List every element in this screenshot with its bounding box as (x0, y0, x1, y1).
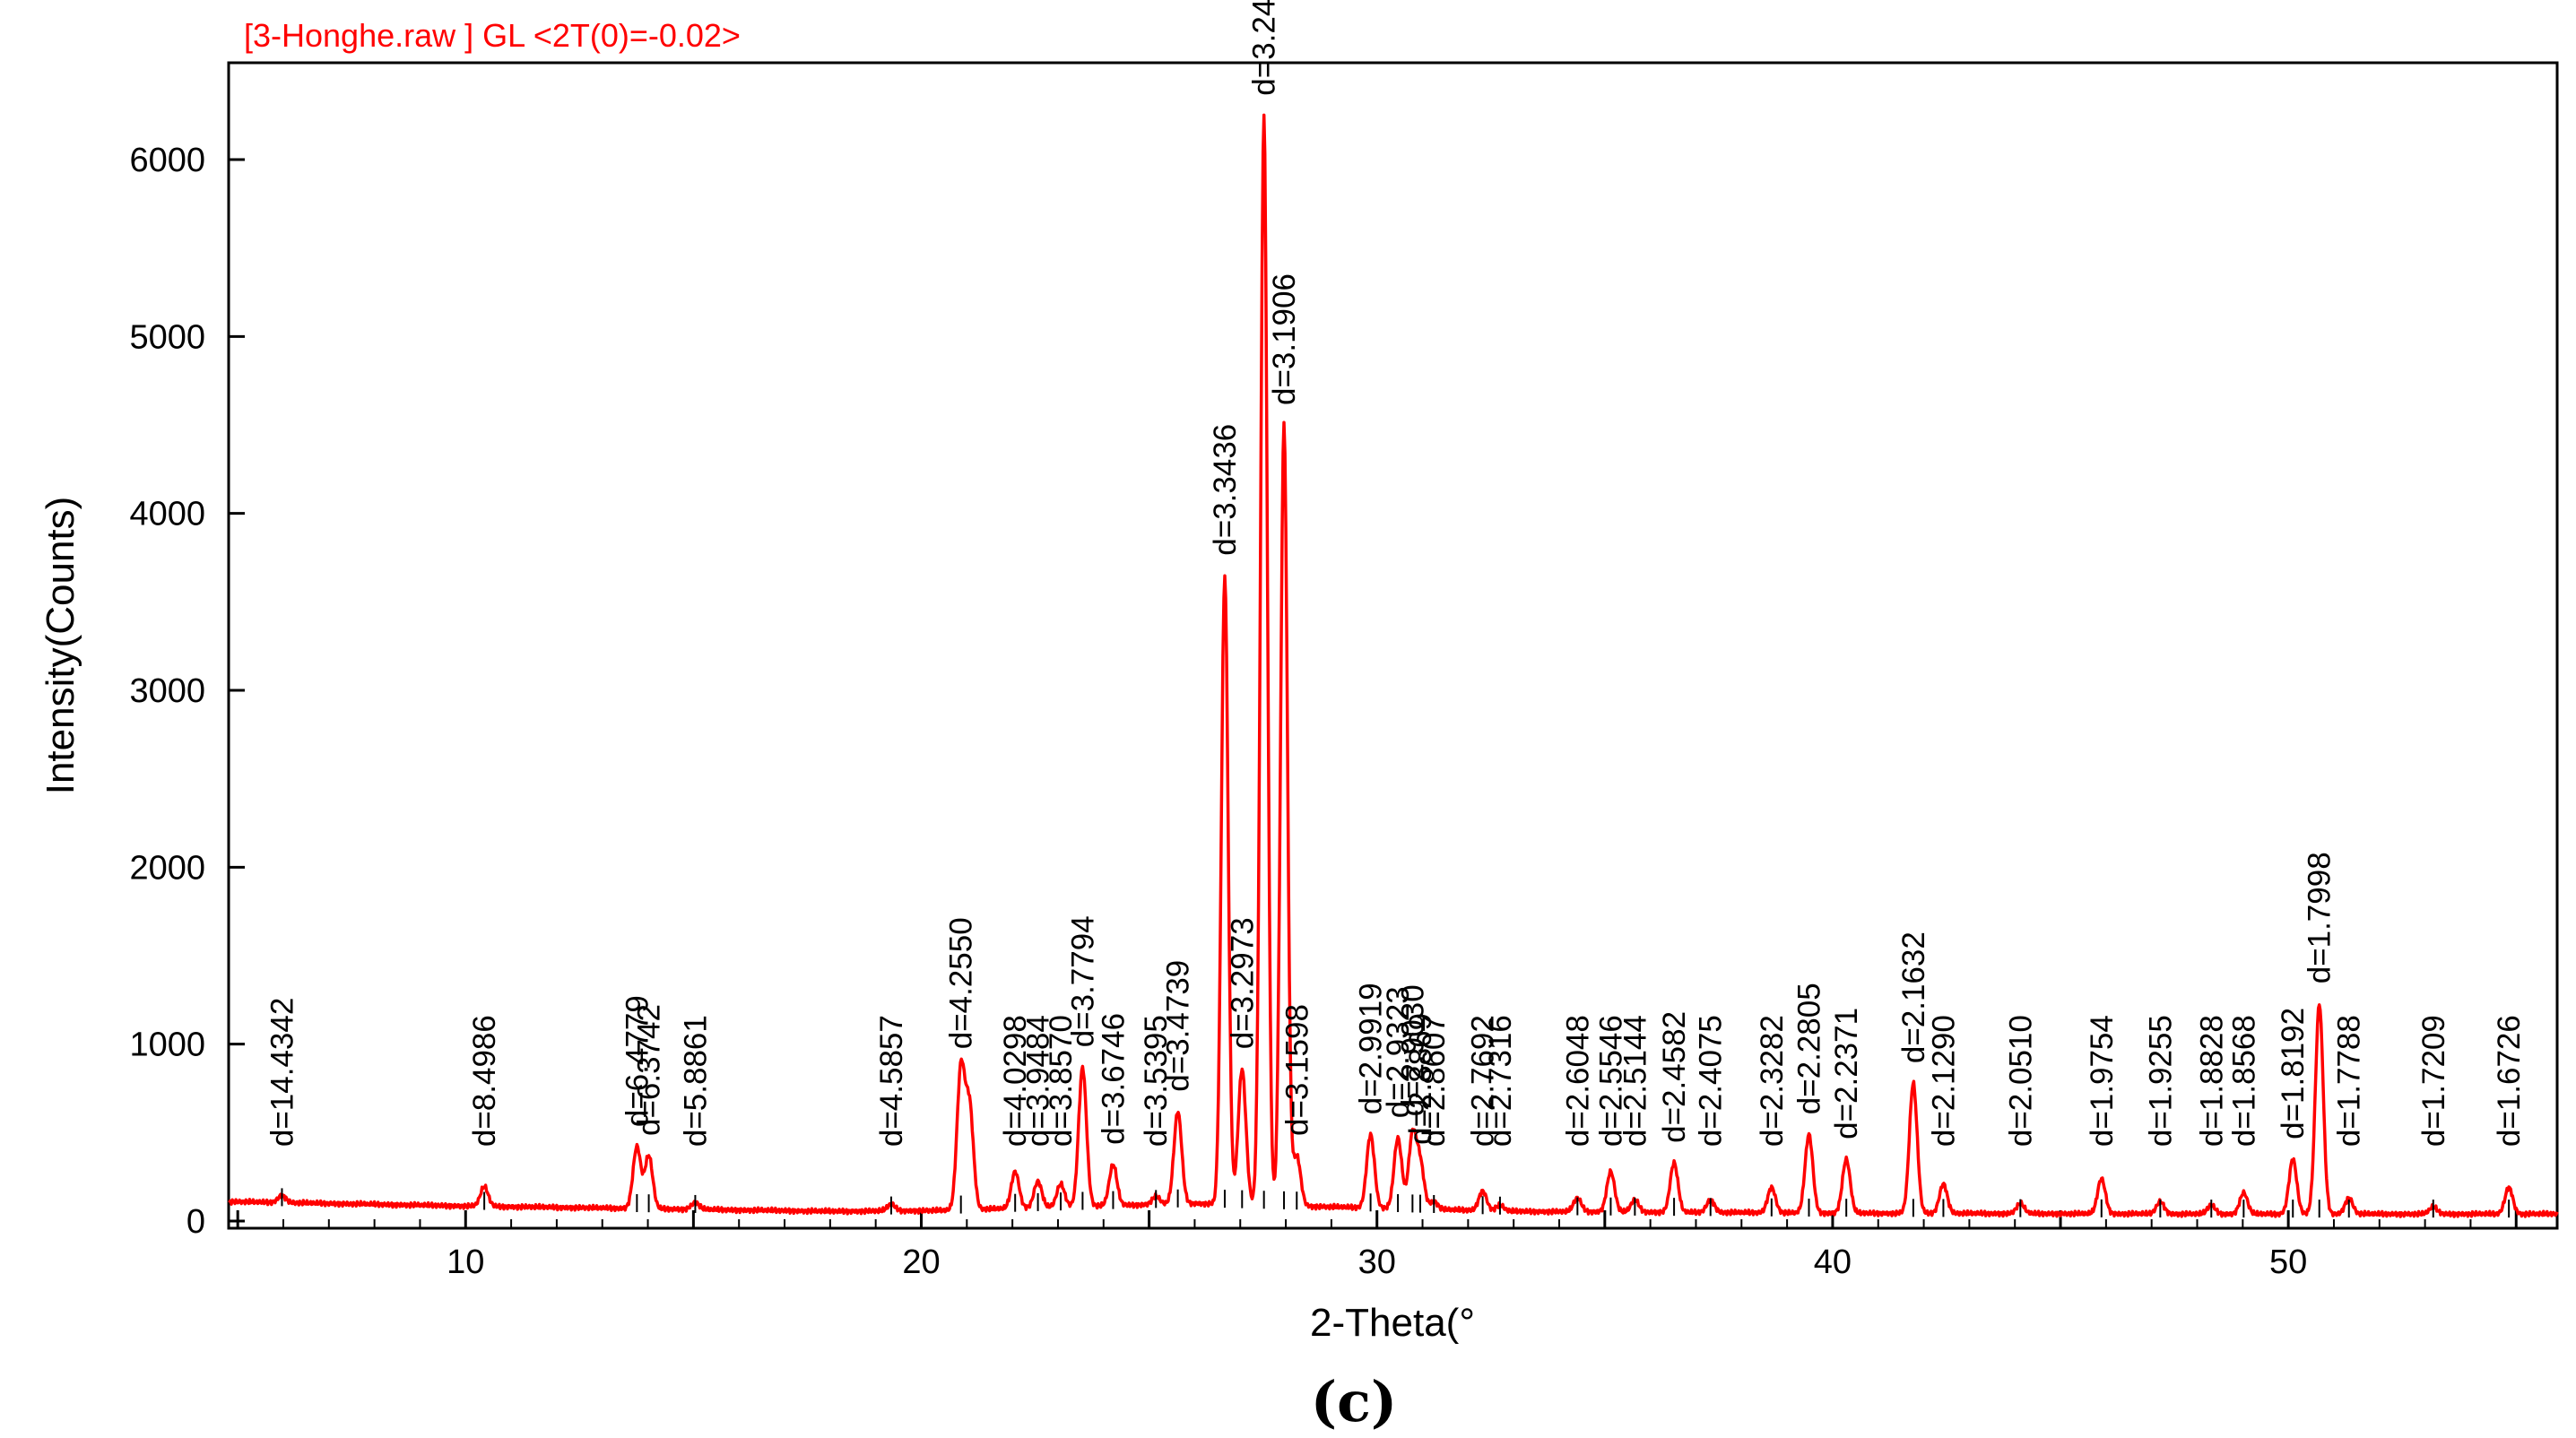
peak-label-13: d=3.5395 (1139, 1015, 1174, 1147)
peak-label-22: d=2.9030 (1395, 984, 1430, 1116)
peak-label-9: d=3.9484 (1021, 1015, 1056, 1147)
peak-label-29: d=2.5144 (1618, 1015, 1652, 1147)
y-axis-title: Intensity(Counts) (39, 497, 82, 795)
y-tick-label-0: 0 (186, 1203, 205, 1241)
chart-title: [3-Honghe.raw ] GL <2T(0)=-0.02> (244, 17, 741, 54)
peak-label-41: d=1.8568 (2226, 1015, 2261, 1147)
peak-label-21: d=2.9323 (1381, 986, 1416, 1118)
peak-label-23: d=2.8869 (1403, 1013, 1438, 1145)
peak-label-3: d=6.3742 (632, 1004, 667, 1136)
peak-label-18: d=3.1906 (1267, 273, 1302, 405)
x-tick-label-30: 30 (1358, 1243, 1396, 1281)
x-tick-label-50: 50 (2269, 1243, 2307, 1281)
peak-label-39: d=1.9255 (2143, 1015, 2178, 1147)
peak-label-44: d=1.7788 (2332, 1015, 2367, 1147)
x-tick-label-10: 10 (447, 1243, 484, 1281)
peak-label-38: d=1.9754 (2085, 1015, 2120, 1147)
peak-markers (281, 1188, 2511, 1218)
peak-label-40: d=1.8828 (2194, 1015, 2229, 1147)
peak-label-12: d=3.6746 (1097, 1013, 1132, 1145)
y-tick-label-5000: 5000 (129, 318, 205, 356)
x-tick-label-40: 40 (1814, 1243, 1852, 1281)
peak-label-17: d=3.2407 (1247, 0, 1282, 96)
x-axis: 10 20 30 40 50 (236, 1210, 2518, 1281)
peak-label-15: d=3.3436 (1208, 424, 1243, 556)
peak-label-6: d=4.2550 (944, 917, 979, 1049)
peak-label-42: d=1.8192 (2276, 1008, 2311, 1139)
peak-label-2: d=6.4779 (620, 995, 655, 1127)
peak-label-35: d=2.1632 (1896, 931, 1931, 1063)
peak-label-4: d=5.8861 (678, 1015, 713, 1147)
peak-label-27: d=2.6048 (1560, 1015, 1595, 1147)
x-axis-title: 2-Theta(° (1310, 1301, 1475, 1345)
peak-label-0: d=14.4342 (265, 998, 300, 1147)
peak-label-45: d=1.7209 (2416, 1015, 2451, 1147)
peak-label-20: d=2.9919 (1354, 983, 1389, 1114)
peak-label-1: d=8.4986 (467, 1015, 502, 1147)
y-tick-label-6000: 6000 (129, 142, 205, 179)
peak-label-36: d=2.1290 (1926, 1015, 1961, 1147)
y-axis: 0 1000 2000 3000 4000 5000 6000 (129, 142, 245, 1241)
x-tick-label-20: 20 (902, 1243, 940, 1281)
peak-label-30: d=2.4582 (1657, 1011, 1692, 1143)
peak-label-37: d=2.0510 (2003, 1015, 2038, 1147)
peak-label-43: d=1.7998 (2303, 852, 2337, 983)
peak-label-25: d=2.7692 (1466, 1015, 1501, 1147)
y-tick-label-1000: 1000 (129, 1027, 205, 1064)
peak-label-16: d=3.2973 (1225, 917, 1260, 1049)
y-tick-label-4000: 4000 (129, 496, 205, 533)
peak-label-26: d=2.7316 (1483, 1015, 1518, 1147)
peak-label-11: d=3.7794 (1065, 915, 1100, 1047)
y-tick-label-3000: 3000 (129, 672, 205, 710)
peak-label-28: d=2.5546 (1593, 1015, 1628, 1147)
peak-label-8: d=4.0298 (998, 1015, 1033, 1147)
peak-label-46: d=1.6726 (2492, 1015, 2527, 1147)
panel-label: (c) (1311, 1369, 1397, 1434)
y-tick-label-2000: 2000 (129, 849, 205, 887)
peak-label-31: d=2.4075 (1694, 1015, 1729, 1147)
peak-label-19: d=3.1598 (1279, 1004, 1314, 1136)
diffraction-pattern-line (228, 113, 2559, 1218)
peak-label-5: d=4.5857 (874, 1015, 909, 1147)
peak-label-33: d=2.2805 (1792, 983, 1827, 1114)
peak-label-10: d=3.8570 (1044, 1015, 1079, 1147)
peak-label-14: d=3.4739 (1161, 960, 1196, 1092)
plot-frame (227, 61, 2559, 1230)
peak-label-34: d=2.2371 (1829, 1008, 1864, 1139)
peak-label-32: d=2.3282 (1755, 1015, 1790, 1147)
peak-label-24: d=2.8607 (1417, 1015, 1452, 1147)
